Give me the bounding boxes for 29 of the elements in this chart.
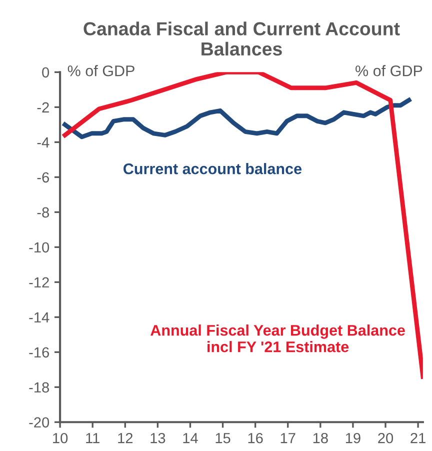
x-tick-label: 15 <box>216 433 230 444</box>
x-tick-label: 18 <box>313 432 328 444</box>
y-tick-label: 0 <box>42 67 50 78</box>
y-tick-label: -16 <box>29 347 49 358</box>
y-tick-label: -12 <box>29 277 49 288</box>
y-tick-label: -2 <box>37 102 49 112</box>
x-tick-label: 21 <box>410 432 426 444</box>
x-tick-label: 17 <box>280 433 296 444</box>
x-tick-label: 11 <box>86 433 100 444</box>
y-tick-label: -4 <box>37 137 50 148</box>
x-tick-label: 20 <box>378 432 394 444</box>
x-tick-label: 14 <box>183 433 198 444</box>
x-tick-label: 16 <box>248 432 263 444</box>
y-tick-label: -20 <box>29 417 50 428</box>
y-tick-label: -6 <box>37 172 49 183</box>
x-tick-label: 19 <box>346 432 360 444</box>
y-tick-label: -10 <box>29 242 50 253</box>
y-tick-label: -8 <box>37 207 49 218</box>
series-label: Annual Fiscal Year Budget Balance incl FY '21 Estimate <box>150 324 405 352</box>
x-tick-label: 12 <box>118 432 133 444</box>
chart-title: Canada Fiscal and Current Account Balances <box>84 22 400 56</box>
annotation: % of GDP <box>356 65 422 76</box>
annotation: % of GDP <box>68 65 134 76</box>
line-series <box>62 98 412 140</box>
y-tick-label: -18 <box>29 382 49 393</box>
x-tick-label: 13 <box>150 432 166 444</box>
y-tick-label: -14 <box>29 312 50 322</box>
text: Current account balance <box>124 163 302 174</box>
x-tick-label: 10 <box>53 432 68 444</box>
